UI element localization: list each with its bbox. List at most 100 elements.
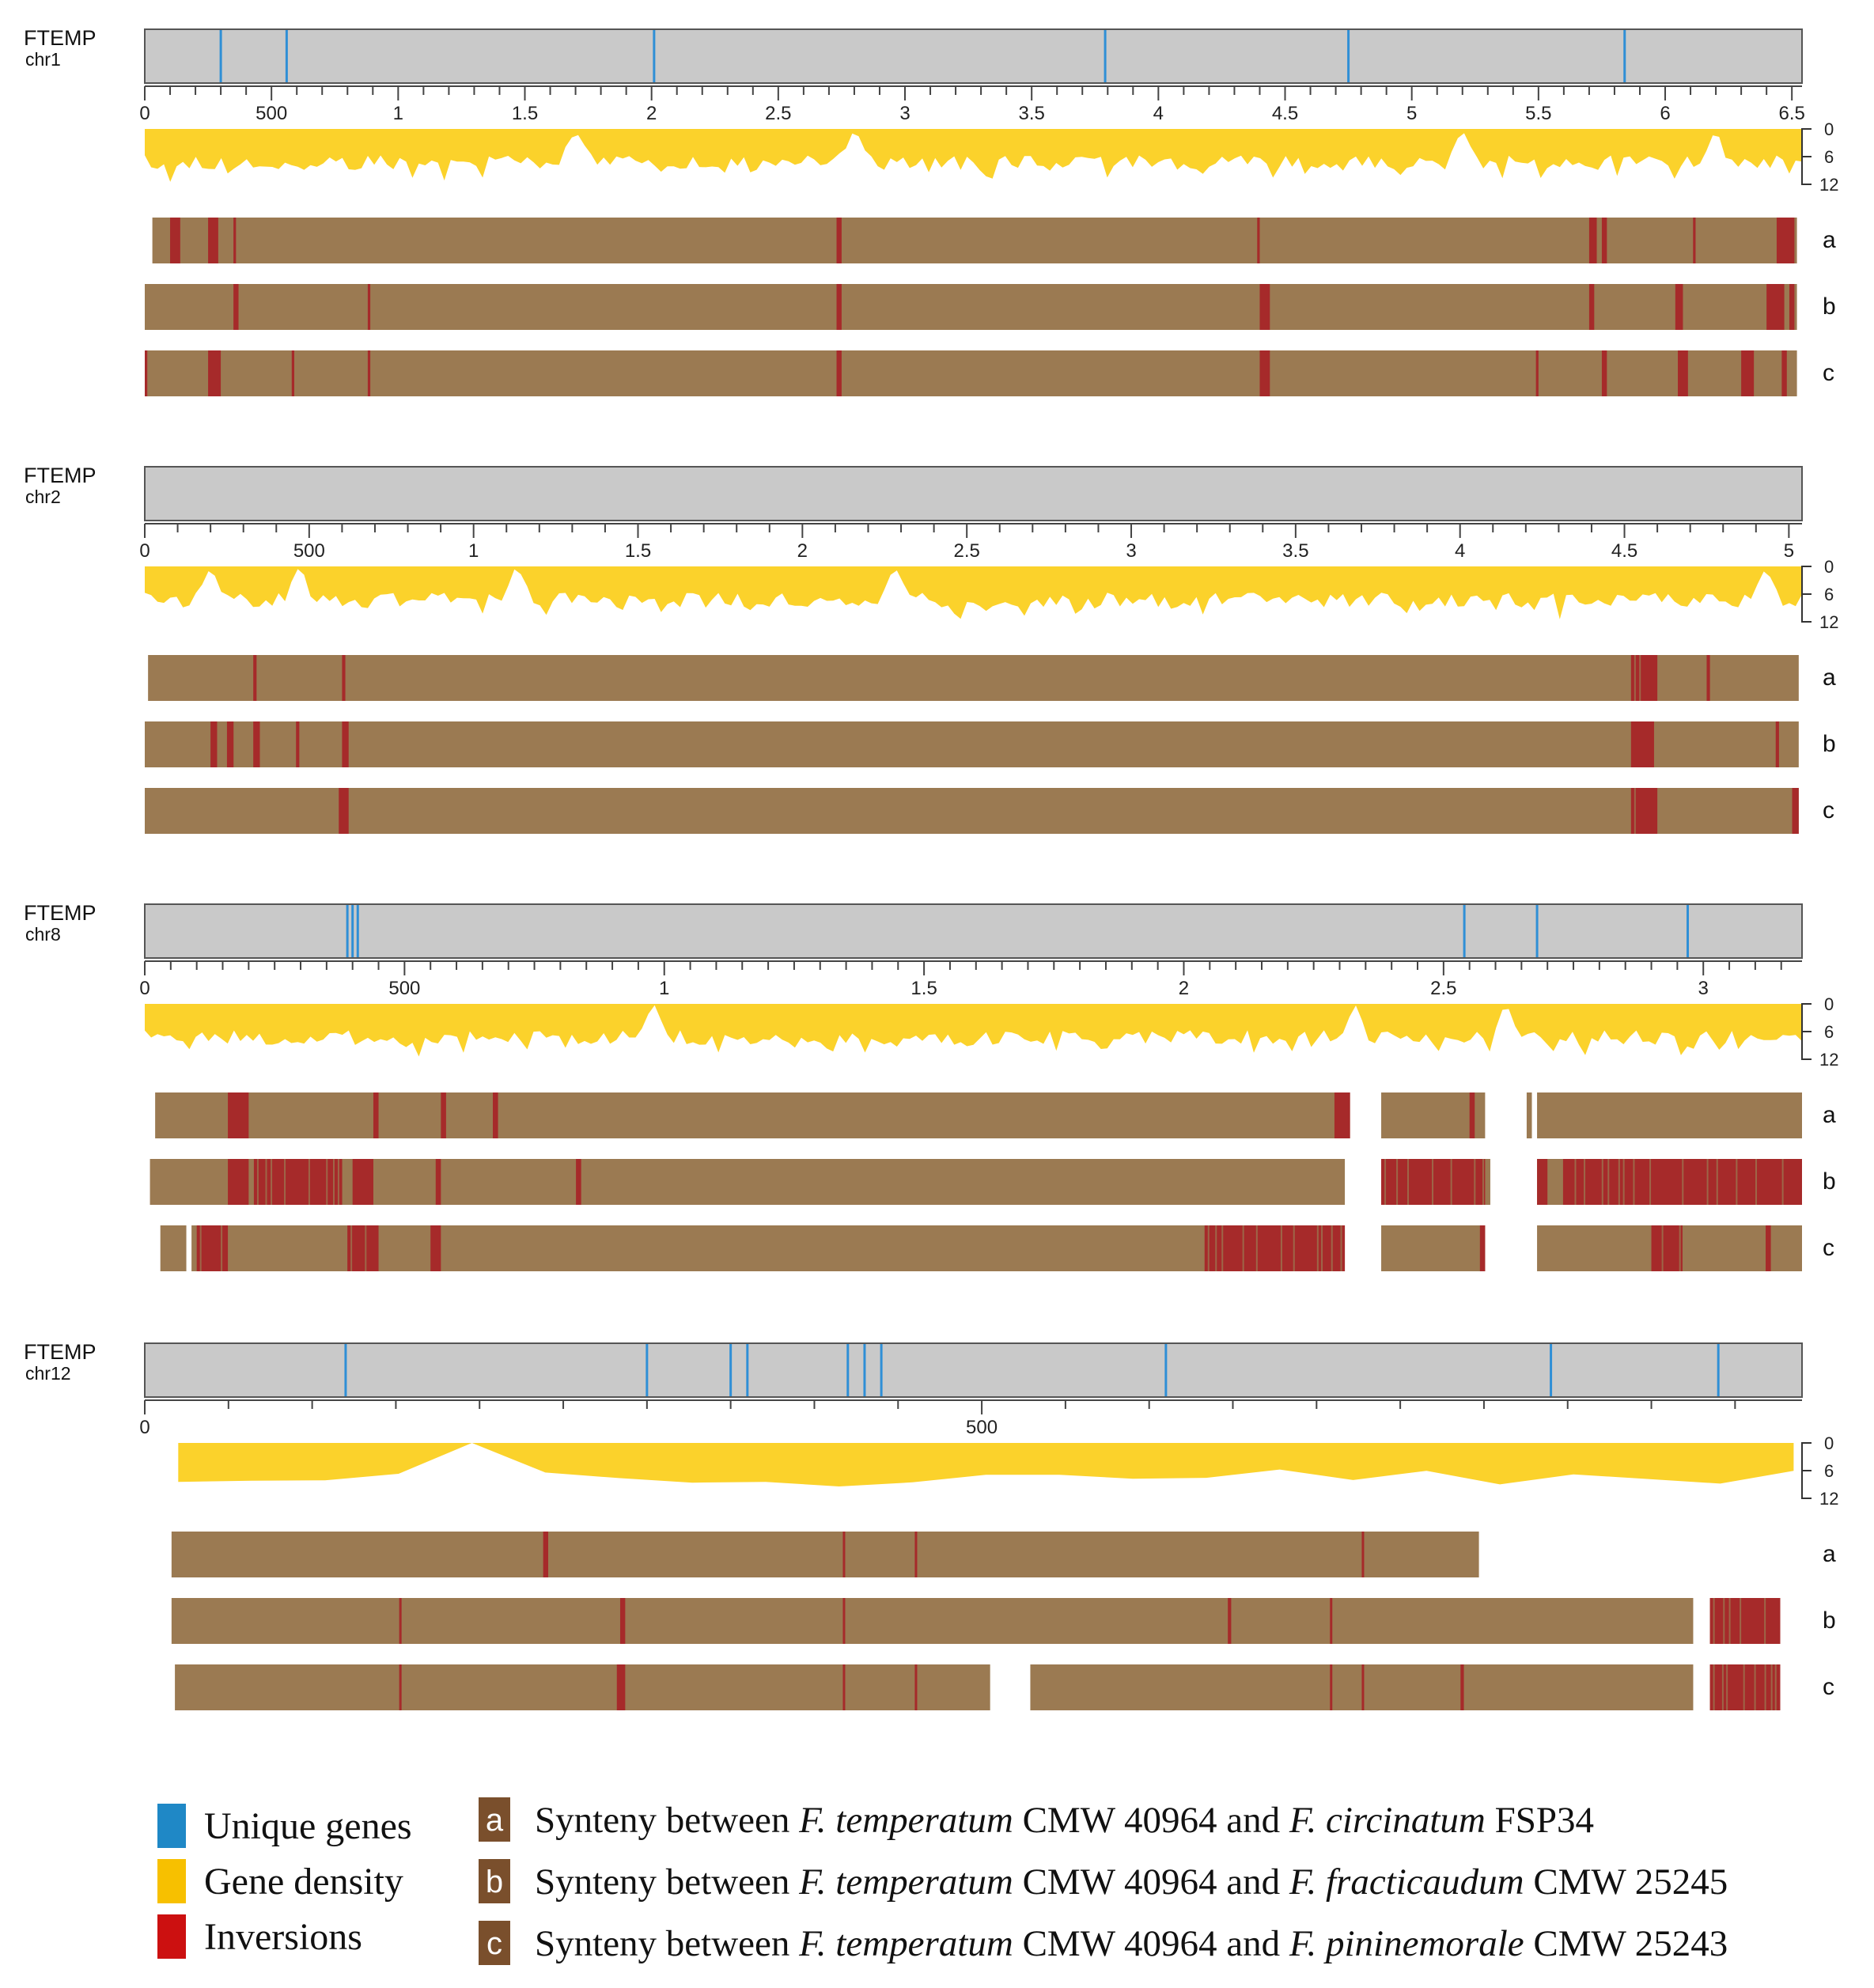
axis-tick-label: 500 [388,978,420,999]
inversion-stripe [1221,1225,1224,1271]
legend-synteny-prefix: Synteny between [535,1861,799,1903]
chromosome-label: chr8 [25,924,61,945]
inversion-block [208,350,221,396]
inversion-block [373,1092,379,1138]
inversion-block [208,218,218,263]
inversion-block [1709,1664,1781,1710]
inversion-stripe [1682,1159,1684,1205]
legend-swatch-unique [157,1804,186,1848]
inversion-stripe [332,1159,335,1205]
inversion-stripe [1584,1159,1586,1205]
inversion-stripe [1207,1225,1210,1271]
inversion-block [842,1598,846,1644]
legend-badge-a [479,1797,510,1842]
inversion-block [196,1225,229,1271]
inversion-stripe [1432,1159,1434,1205]
density-scale-label: 6 [1824,147,1834,167]
inversion-stripe [337,1159,339,1205]
density-scale-label: 6 [1824,1022,1834,1042]
axis-tick-label: 4 [1455,540,1465,562]
track-label: a [1823,1541,1836,1567]
inversion-stripe [365,1225,367,1271]
chromosome-label: chr1 [25,49,61,70]
inversion-block [836,350,842,396]
inversion-stripe [1255,1225,1258,1271]
inversion-block [616,1664,626,1710]
axis-tick-label: 5 [1406,103,1417,124]
inversion-stripe [1740,1598,1742,1644]
inversion-stripe [1215,1225,1217,1271]
synteny-block [145,721,1799,767]
inversion-block [1766,284,1785,330]
inversion-stripe [1384,1159,1387,1205]
inversion-block [1776,218,1795,263]
inversion-stripe [1649,1159,1652,1205]
inversion-block [253,721,260,767]
inversion-stripe [350,1225,353,1271]
inversion-stripe [265,1159,267,1205]
chromosome-bar [144,466,1803,521]
legend-swatch-density [157,1859,186,1903]
track-label: b [1823,1607,1836,1634]
inversion-stripe [1713,1664,1715,1710]
synteny-track-c: c [145,788,1834,834]
synteny-block [191,1225,1346,1271]
legend: Unique genes Gene density Inversions a Synte… [157,1797,1728,1965]
synteny-block [1381,1092,1486,1138]
synteny-block [155,1092,1350,1138]
axis-tick-label: 3 [899,103,910,124]
axis-tick-label: 4.5 [1611,540,1637,562]
inversion-block [1766,1225,1771,1271]
legend-synteny-sp1: F. temperatum [798,1923,1013,1964]
inversion-block [1651,1225,1683,1271]
inversion-block [1781,350,1787,396]
axis-tick-label: 0 [139,1417,150,1438]
inversion-block [367,284,371,330]
inversion-block [1535,350,1539,396]
inversion-stripe [1774,1664,1777,1710]
gene-density-area [145,129,1802,182]
density-scale-label: 6 [1824,1461,1834,1481]
inversion-block [493,1092,498,1138]
axis-tick-label: 6.5 [1778,103,1804,124]
density-scale-label: 0 [1824,119,1834,139]
inversion-block [1259,350,1270,396]
track-label: b [1823,293,1836,320]
inversion-stripe [1622,1159,1625,1205]
axis-tick-label: 2.5 [953,540,979,562]
inversion-stripe [1321,1225,1323,1271]
density-scale-label: 12 [1819,1050,1838,1070]
synteny-track-b: b [150,1159,1836,1205]
legend-badge-letter: b [486,1865,503,1899]
inversion-block [543,1532,548,1577]
axis-tick-label: 500 [966,1417,998,1438]
inversion-stripe [326,1159,328,1205]
legend-synteny-mid: CMW 40964 and [1013,1800,1289,1841]
legend-synteny-text: Synteny between F. temperatum CMW 40964 … [535,1923,1728,1964]
inversion-stripe [1280,1225,1282,1271]
axis-tick-label: 500 [293,540,325,562]
inversion-stripe [284,1159,286,1205]
track-label: a [1823,1102,1836,1128]
inversion-block [170,218,180,263]
axis-tick-label: 5.5 [1525,103,1551,124]
inversion-stripe [1396,1159,1399,1205]
legend-synteny-sp1: F. temperatum [798,1800,1013,1841]
inversion-stripe [1474,1159,1476,1205]
inversion-block [576,1159,581,1205]
inversion-stripe [1450,1159,1452,1205]
inversion-stripe [199,1225,202,1271]
inversion-stripe [1726,1664,1728,1710]
inversion-block [1775,721,1779,767]
synteny-block [145,788,1799,834]
inversion-block [399,1664,402,1710]
axis-tick-label: 3.5 [1282,540,1308,562]
synteny-track-a: a [148,655,1836,701]
inversion-stripe [271,1159,273,1205]
inversion-block [233,284,239,330]
inversion-block [914,1532,918,1577]
inversion-block [339,788,349,834]
synteny-block [171,1598,1694,1644]
